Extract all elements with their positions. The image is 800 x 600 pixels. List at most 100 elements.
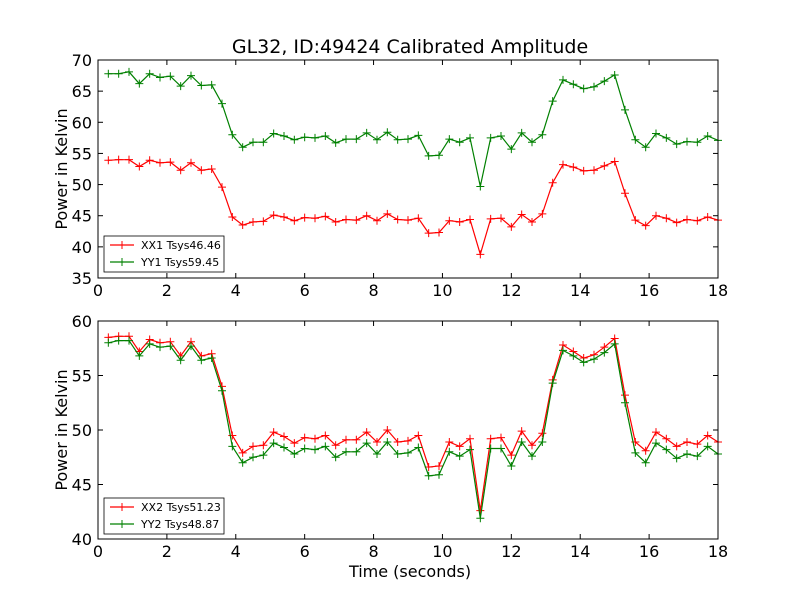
data-point <box>486 133 495 142</box>
data-point <box>280 432 288 441</box>
x-tick-label: 14 <box>570 281 590 300</box>
data-point <box>114 336 123 345</box>
data-point <box>641 458 650 467</box>
data-point <box>321 442 330 451</box>
data-point <box>383 128 392 137</box>
x-tick-label: 14 <box>570 542 590 561</box>
data-point <box>528 441 536 450</box>
x-tick-label: 2 <box>162 281 172 300</box>
data-point <box>300 213 309 222</box>
data-point <box>249 453 257 462</box>
data-point <box>517 427 526 436</box>
data-point <box>548 379 557 388</box>
data-point <box>476 182 485 191</box>
plot-frame <box>97 320 719 540</box>
data-point <box>383 209 392 218</box>
data-point <box>228 130 237 139</box>
data-point <box>300 133 309 142</box>
data-point <box>176 82 185 91</box>
data-point <box>466 215 474 224</box>
y-axis-title: Power in Kelvin <box>52 369 71 490</box>
x-tick-label: 8 <box>368 542 378 561</box>
data-point <box>569 163 578 172</box>
data-point <box>621 398 629 407</box>
data-point <box>486 214 495 223</box>
data-point <box>300 433 309 442</box>
data-point <box>280 443 288 452</box>
data-point <box>404 216 412 225</box>
legend-label-yy1: YY1 Tsys59.45 <box>140 256 219 269</box>
data-point <box>693 452 702 461</box>
data-point <box>145 69 154 78</box>
data-point <box>249 442 257 451</box>
data-point <box>672 218 681 227</box>
x-tick-label: 6 <box>300 281 310 300</box>
data-point <box>662 133 671 142</box>
data-point <box>135 351 144 360</box>
chart-bottom: Power in Kelvin Time (seconds) 0 2 4 6 8 10 12… <box>52 312 728 581</box>
data-point <box>352 435 361 444</box>
data-point <box>476 250 485 259</box>
data-point <box>331 441 340 450</box>
data-point <box>652 428 660 437</box>
data-point <box>373 216 381 225</box>
data-point <box>228 442 237 451</box>
data-point <box>610 70 619 79</box>
data-point <box>424 229 433 238</box>
data-point <box>486 444 495 453</box>
data-point <box>683 437 691 446</box>
legend-label-xx2: XX2 Tsys51.23 <box>141 501 221 514</box>
data-point <box>693 440 702 449</box>
x-tick-label: 16 <box>639 542 659 561</box>
data-point <box>249 217 257 226</box>
data-point <box>269 211 278 220</box>
data-point <box>280 212 288 221</box>
data-point <box>259 451 268 460</box>
data-point <box>466 133 474 142</box>
data-point <box>373 135 381 144</box>
data-point <box>507 461 516 470</box>
series-layer <box>104 332 722 523</box>
data-point <box>621 105 629 114</box>
data-point <box>207 354 216 363</box>
data-point <box>610 157 619 166</box>
data-point <box>331 217 340 226</box>
data-point <box>641 143 650 152</box>
data-point <box>187 158 195 167</box>
data-point <box>579 84 588 93</box>
data-point <box>507 222 516 231</box>
data-point <box>528 452 536 461</box>
data-point <box>114 69 123 78</box>
data-point <box>166 72 175 81</box>
legend-box <box>103 235 225 273</box>
data-point <box>445 216 454 225</box>
data-point <box>528 138 536 147</box>
data-point <box>311 133 319 142</box>
data-point <box>652 211 660 220</box>
data-point <box>145 156 154 165</box>
data-point <box>125 155 133 164</box>
ticks-layer: 0 2 4 6 8 10 12 14 16 18 40 45 50 55 60 <box>72 312 729 561</box>
data-point <box>569 351 578 360</box>
x-tick-label: 4 <box>231 542 241 561</box>
data-point <box>269 439 278 448</box>
y-tick-label: 60 <box>72 312 92 331</box>
data-point <box>672 442 681 451</box>
data-point <box>466 445 474 454</box>
x-tick-label: 18 <box>708 542 728 561</box>
data-point <box>548 97 557 106</box>
y-tick-label: 50 <box>72 176 92 195</box>
legend-label-xx1: XX1 Tsys46.46 <box>141 239 221 252</box>
data-point <box>476 514 485 523</box>
data-point <box>693 138 702 147</box>
data-point <box>538 130 547 139</box>
data-point <box>362 211 371 220</box>
y-tick-label: 45 <box>72 476 92 495</box>
data-point <box>683 137 691 146</box>
data-point <box>703 131 712 140</box>
data-point <box>342 215 350 224</box>
x-axis-title: Time (seconds) <box>348 562 471 581</box>
data-point <box>393 135 402 144</box>
y-tick-label: 65 <box>72 82 92 101</box>
data-point <box>610 339 619 348</box>
